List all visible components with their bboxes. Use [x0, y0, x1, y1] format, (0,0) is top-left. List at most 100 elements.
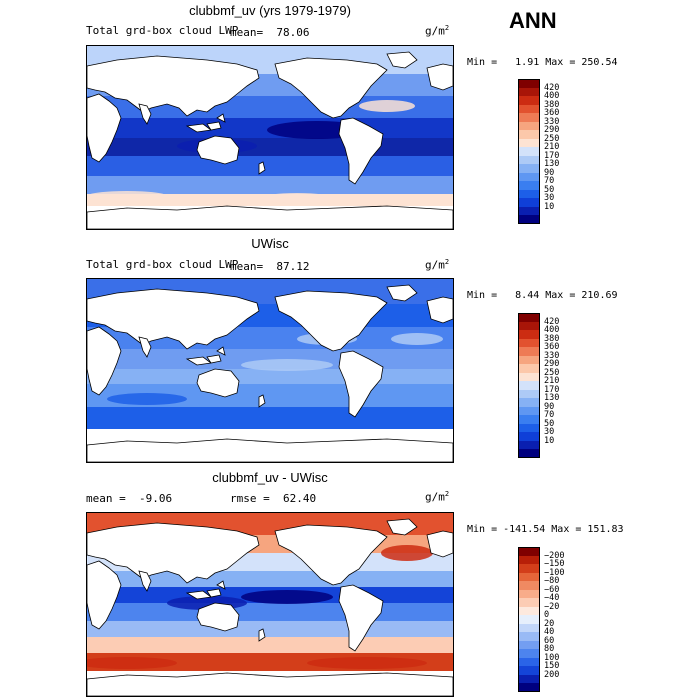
- data-blob: [307, 657, 427, 669]
- data-blob: [241, 590, 333, 604]
- panel3-mean-label: mean = -9.06: [86, 492, 173, 505]
- data-band: [87, 369, 453, 384]
- colorbar-swatch: [518, 121, 540, 131]
- continent-outline: [258, 394, 266, 408]
- data-blob: [241, 359, 333, 371]
- colorbar-tick-label: 400: [544, 91, 560, 101]
- colorbar-tick-label: 70: [544, 410, 555, 420]
- colorbar-tick-label: −100: [544, 567, 565, 578]
- data-band: [87, 621, 453, 637]
- colorbar-tick-label: −200: [544, 550, 565, 561]
- colorbar-swatch: [518, 330, 540, 339]
- continent-outline: [386, 51, 418, 69]
- colorbar-swatch: [518, 674, 540, 684]
- colorbar-swatch: [518, 657, 540, 667]
- colorbar-tick-label: −150: [544, 559, 565, 569]
- colorbar-tick-label: 150: [544, 661, 560, 671]
- continent-outline: [185, 580, 226, 600]
- continent-outline: [274, 524, 388, 586]
- data-blob: [107, 393, 187, 405]
- panel2-minmax: Min = 8.44 Max = 210.69: [467, 290, 618, 301]
- continent-outline: [87, 205, 453, 229]
- colorbar-tick-label: 330: [544, 116, 560, 127]
- panel2-left-label: Total grd-box cloud LWP: [86, 258, 239, 271]
- colorbar-tick-label: 70: [544, 176, 555, 186]
- continent-outline: [87, 672, 453, 696]
- colorbar-tick-label: −20: [544, 601, 560, 612]
- colorbar-tick-label: −80: [544, 576, 560, 586]
- panel2-title: UWisc: [251, 236, 289, 251]
- continent-outline: [274, 290, 388, 352]
- colorbar-swatch: [518, 189, 540, 199]
- colorbar-tick-label: 360: [544, 342, 560, 352]
- colorbar-swatch: [518, 206, 540, 216]
- continent-outline: [87, 55, 260, 117]
- panel1-mean-label: mean= 78.06: [230, 26, 310, 39]
- panel2-map: [86, 278, 454, 463]
- colorbar-tick-label: 400: [544, 325, 560, 335]
- colorbar-tick-label: 170: [544, 384, 560, 395]
- continent-outline: [138, 336, 152, 358]
- panel2-units: g/m2: [425, 258, 450, 272]
- colorbar-swatch: [518, 215, 540, 224]
- colorbar-tick-label: 100: [544, 652, 560, 663]
- continent-outline: [138, 103, 152, 125]
- panel1-left-label: Total grd-box cloud LWP: [86, 24, 239, 37]
- colorbar-tick-label: 50: [544, 418, 555, 429]
- colorbar-swatch: [518, 666, 540, 675]
- colorbar-swatch: [518, 598, 540, 607]
- colorbar-swatch: [518, 581, 540, 590]
- colorbar-swatch: [518, 623, 540, 633]
- panel2-colorbar: 420 400 380 360 330 290 250 210 170 130 90 70 50 30 10: [518, 313, 588, 458]
- colorbar-swatch: [518, 113, 540, 122]
- continent-outline: [258, 161, 266, 175]
- continent-outline: [87, 93, 122, 163]
- data-band: [87, 407, 453, 429]
- data-band: [87, 176, 453, 194]
- colorbar-swatch: [518, 606, 540, 616]
- colorbar-swatch: [518, 398, 540, 407]
- continent-outline: [338, 117, 384, 185]
- colorbar-swatch: [518, 338, 540, 348]
- colorbar-tick-label: 420: [544, 82, 560, 93]
- continent-outline: [138, 570, 152, 592]
- colorbar-tick-label: 20: [544, 618, 555, 629]
- continent-outline: [185, 113, 226, 133]
- panel3-units: g/m2: [425, 490, 450, 504]
- colorbar-swatch: [518, 589, 540, 599]
- colorbar-swatch: [518, 104, 540, 114]
- colorbar-tick-label: 130: [544, 159, 560, 169]
- colorbar-swatch: [518, 155, 540, 165]
- colorbar-swatch: [518, 432, 540, 441]
- continent-outline: [87, 326, 122, 396]
- colorbar-swatch: [518, 130, 540, 139]
- colorbar-tick-label: 360: [544, 108, 560, 118]
- colorbar-swatch: [518, 321, 540, 331]
- continent-outline: [426, 63, 453, 91]
- panel3-rmse-label: rmse = 62.40: [230, 492, 317, 505]
- colorbar-swatch: [518, 147, 540, 156]
- colorbar-swatch: [518, 381, 540, 390]
- continent-outline: [338, 584, 384, 652]
- panel3-colorbar: −200 −150 −100 −80 −60 −40 −20 0 20 40 60 80 100 150 2…: [518, 547, 588, 692]
- colorbar-tick-label: 80: [544, 644, 555, 654]
- continent-outline: [338, 350, 384, 418]
- data-blob: [381, 545, 433, 561]
- colorbar-tick-label: 130: [544, 393, 560, 403]
- panel3-map: [86, 512, 454, 697]
- colorbar-tick-label: −40: [544, 593, 560, 603]
- continent-outline: [87, 560, 122, 630]
- colorbar-tick-label: 0: [544, 610, 550, 620]
- colorbar-swatch: [518, 96, 540, 105]
- colorbar-tick-label: 330: [544, 350, 560, 361]
- colorbar-swatch: [518, 415, 540, 424]
- colorbar-swatch: [518, 172, 540, 182]
- colorbar-swatch: [518, 87, 540, 97]
- colorbar-swatch: [518, 79, 540, 88]
- colorbar-tick-label: 420: [544, 316, 560, 327]
- colorbar-swatch: [518, 423, 540, 433]
- panel1-map: [86, 45, 454, 230]
- continent-outline: [87, 438, 453, 462]
- colorbar-swatch: [518, 547, 540, 556]
- colorbar-swatch: [518, 640, 540, 650]
